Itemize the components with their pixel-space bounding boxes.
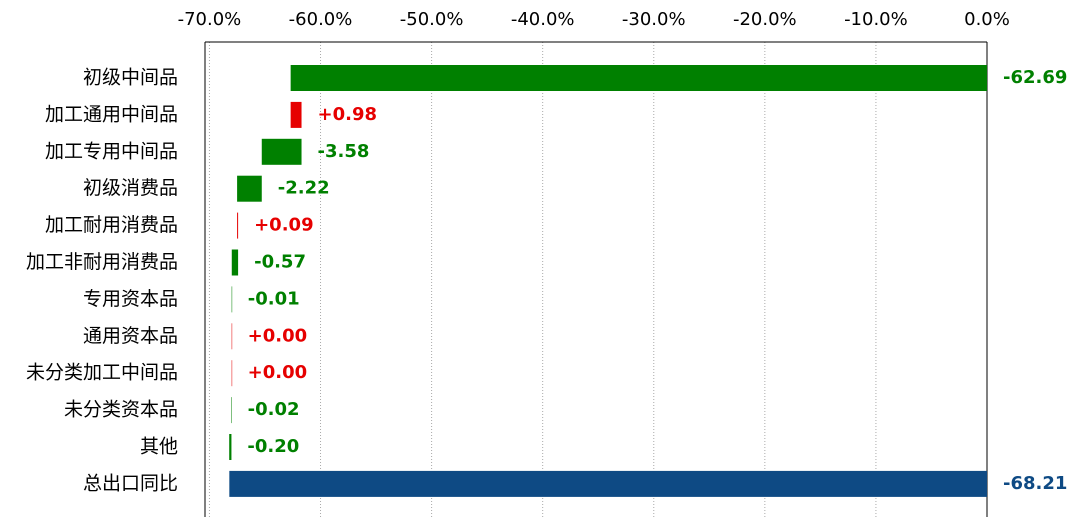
bar [237,175,262,202]
x-tick-label: -40.0% [511,9,575,30]
value-label: -0.01 [248,288,300,309]
category-label: 加工专用中间品 [45,140,178,162]
bar [237,212,239,239]
value-label: -3.58 [318,141,370,162]
bar [229,434,232,460]
value-label: -68.21 [1003,473,1067,494]
category-label: 加工耐用消费品 [45,214,178,236]
bar [231,360,233,387]
bar [290,101,302,128]
value-label: -2.22 [278,178,330,199]
category-label: 未分类加工中间品 [26,362,178,384]
bar [231,397,232,424]
bar [229,470,987,497]
category-label: 其他 [140,436,178,458]
value-label: -0.02 [248,399,300,420]
value-label: -0.20 [247,436,299,457]
bar [261,138,302,165]
x-tick-label: -70.0% [178,9,242,30]
category-label: 总出口同比 [83,472,178,494]
bar [290,65,987,91]
x-tick-label: -30.0% [622,9,686,30]
value-label: +0.00 [248,325,308,346]
category-label: 初级中间品 [83,67,178,89]
category-label: 未分类资本品 [64,399,178,421]
value-label: -62.69 [1003,67,1067,88]
category-label: 加工非耐用消费品 [26,251,178,273]
bar [231,249,239,276]
category-label: 专用资本品 [83,288,178,310]
x-tick-label: -20.0% [733,9,797,30]
bar [231,286,233,313]
value-label: +0.98 [318,104,378,125]
category-label: 初级消费品 [83,177,178,199]
x-tick-label: 0.0% [964,9,1010,30]
x-tick-label: -60.0% [289,9,353,30]
category-label: 加工通用中间品 [45,103,178,125]
value-label: -0.57 [254,252,306,273]
bar [231,323,233,350]
x-tick-label: -50.0% [400,9,464,30]
value-label: +0.00 [248,362,308,383]
x-tick-label: -10.0% [844,9,908,30]
category-label: 通用资本品 [83,325,178,347]
value-label: +0.09 [254,215,313,236]
